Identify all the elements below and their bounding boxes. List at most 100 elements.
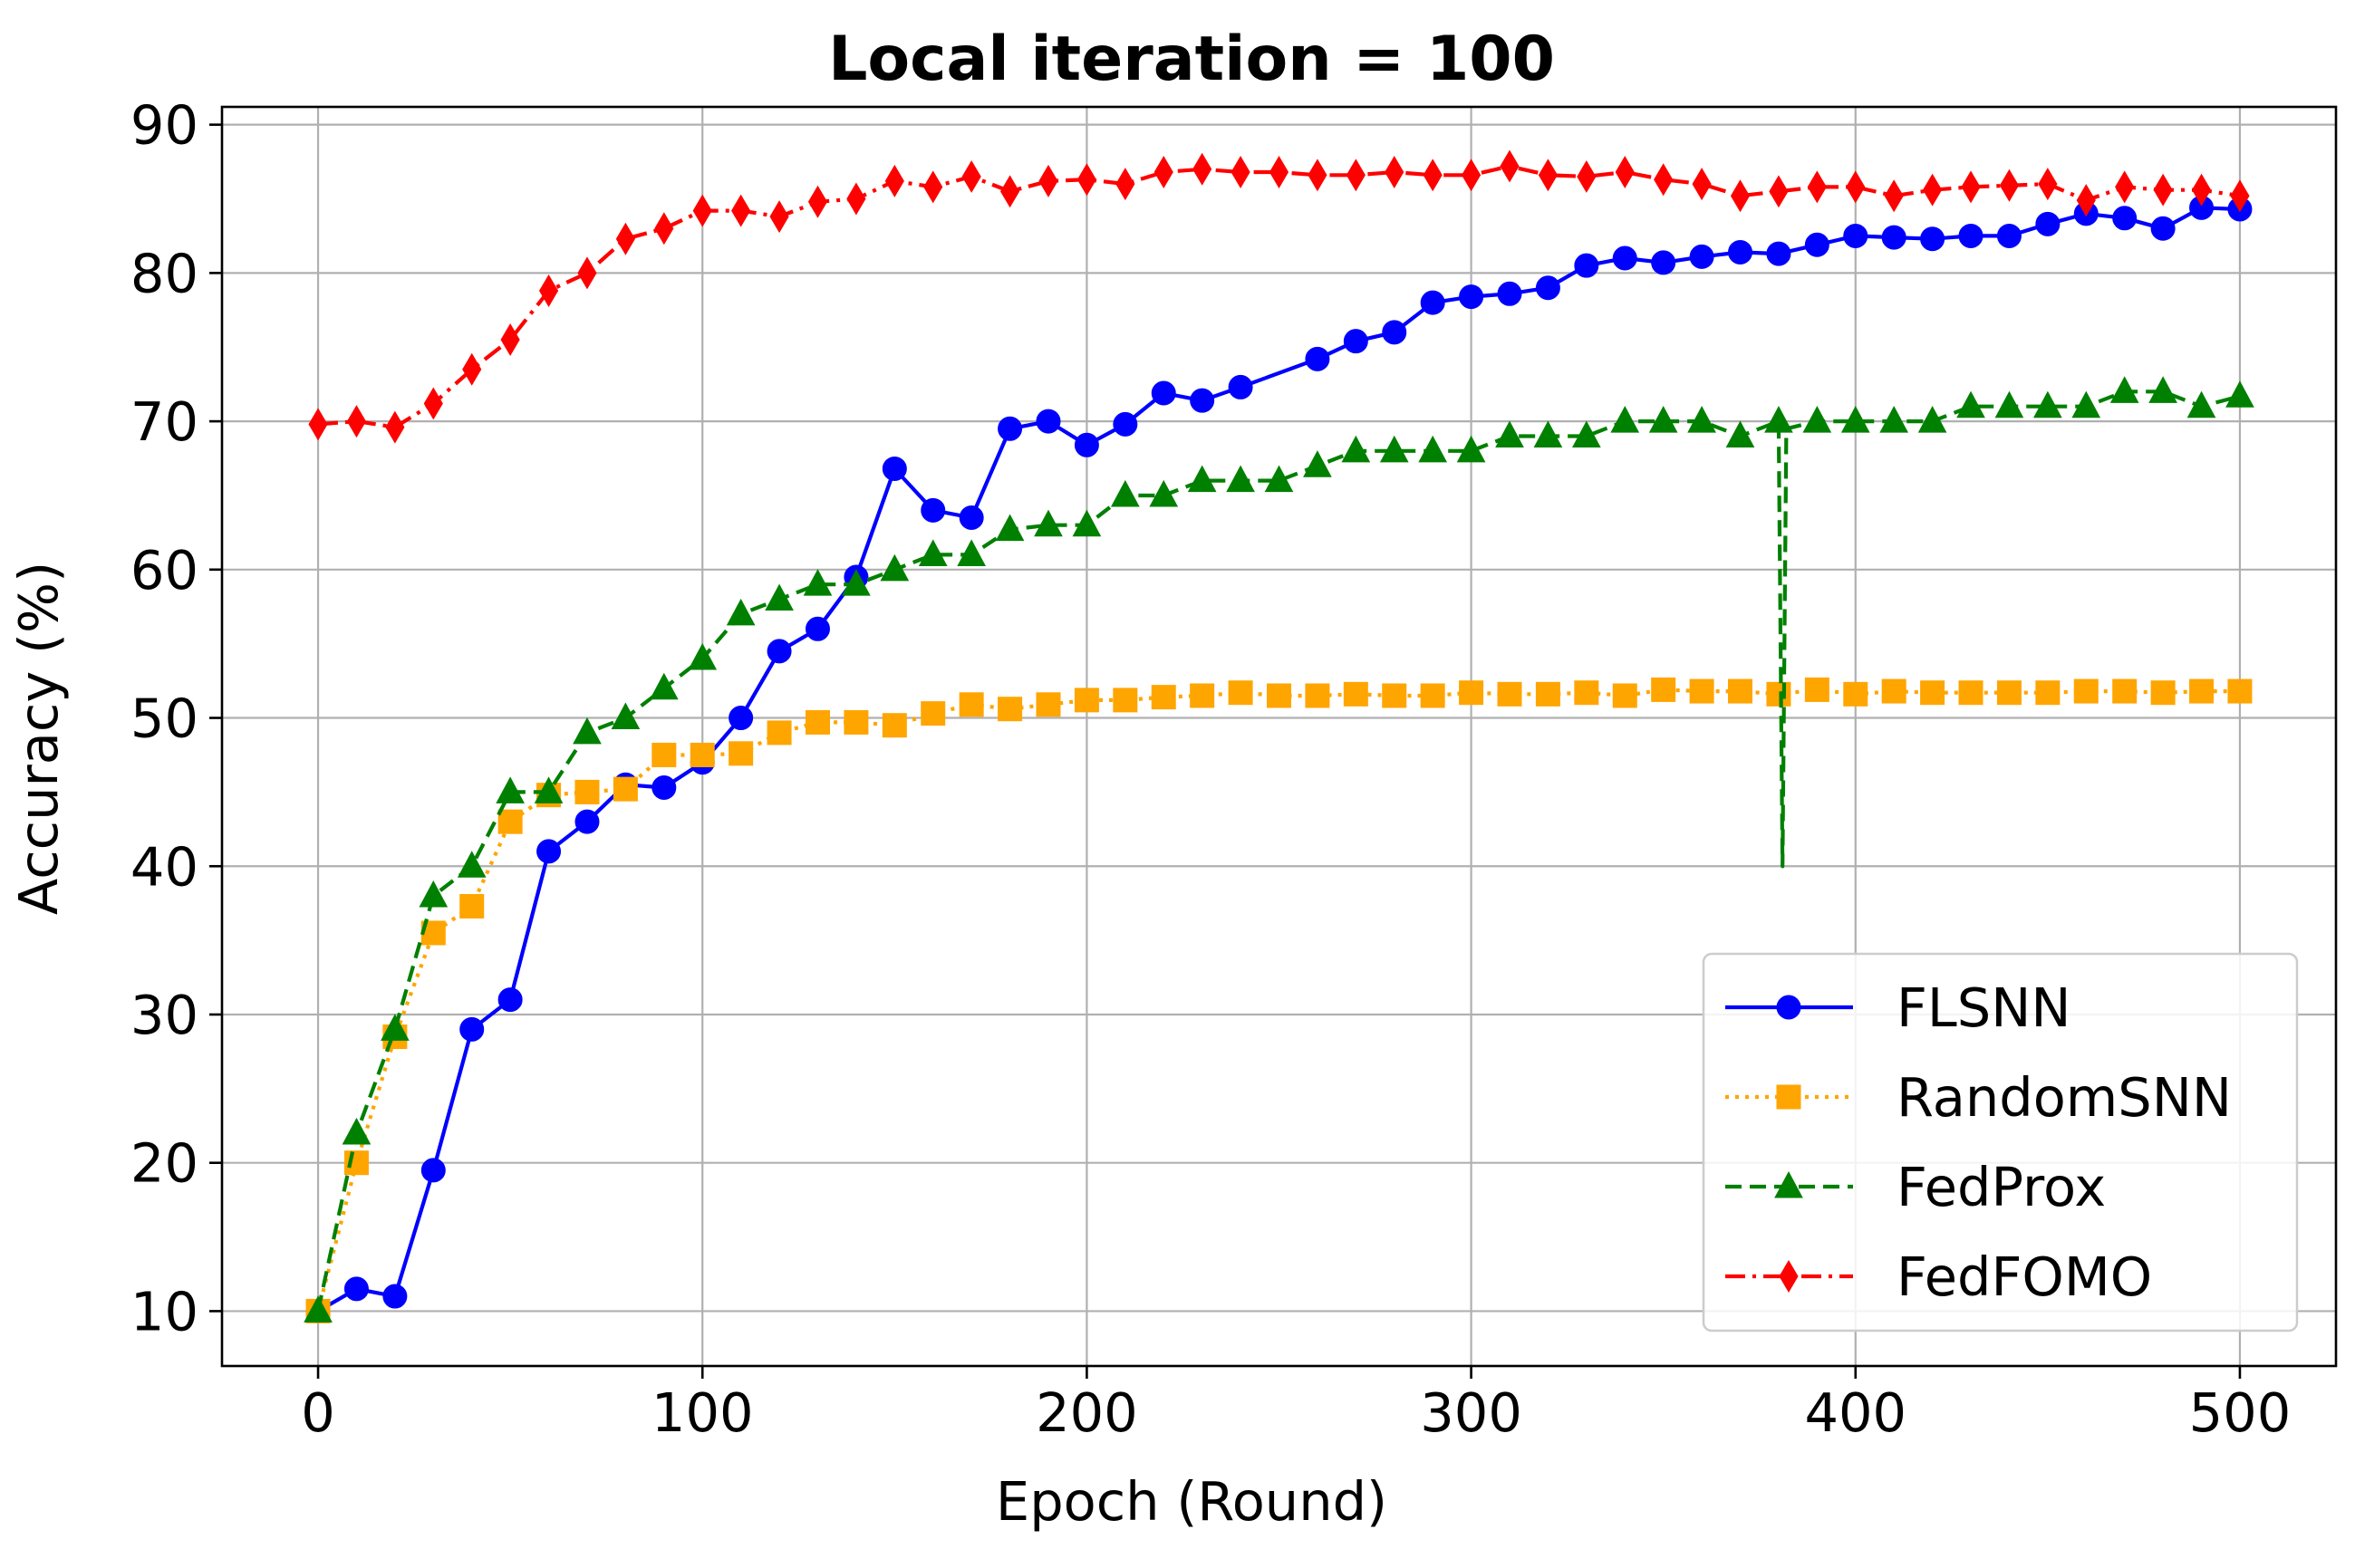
data-point-randomsnn-120 [767, 720, 792, 746]
legend-box [1702, 952, 2299, 1332]
data-point-fedfomo-220 [1153, 156, 1173, 189]
data-point-randomsnn-420 [1920, 680, 1945, 706]
x-axis-label: Epoch (Round) [996, 1470, 1387, 1533]
data-point-fedfomo-160 [923, 170, 943, 204]
data-point-fedfomo-440 [1999, 168, 2020, 202]
data-point-flsnn-320 [1535, 275, 1560, 301]
data-point-fedprox-20 [381, 1014, 410, 1041]
data-point-fedfomo-290 [1423, 159, 1443, 192]
data-point-fedfomo-320 [1538, 159, 1559, 192]
data-point-flsnn-130 [805, 616, 830, 641]
data-point-flsnn-280 [1382, 320, 1407, 345]
data-point-flsnn-30 [420, 1158, 446, 1183]
data-point-flsnn-300 [1459, 284, 1484, 310]
data-point-flsnn-160 [921, 497, 946, 523]
data-point-fedprox-150 [880, 553, 910, 582]
data-point-flsnn-170 [959, 505, 984, 531]
data-point-fedprox-450 [2033, 390, 2062, 418]
data-point-fedfomo-470 [2115, 170, 2135, 204]
data-point-randomsnn-410 [1881, 678, 1906, 704]
y-tick-label-80: 80 [130, 242, 198, 304]
data-point-fedfomo-330 [1577, 159, 1597, 193]
data-point-fedprox-280 [1379, 435, 1409, 463]
axes-layer: 0 100 200 300 400 500 10 20 30 40 50 60 70 80 90 [130, 94, 2338, 1444]
data-point-randomsnn-70 [574, 779, 600, 804]
data-point-randomsnn-110 [729, 741, 754, 766]
data-point-flsnn-360 [1689, 244, 1714, 269]
x-tick-label-500: 500 [2189, 1381, 2292, 1444]
legend-label-fedprox: FedProx [1897, 1156, 2106, 1218]
legend-item-fedprox: FedProx [1725, 1156, 2106, 1218]
data-point-fedprox-340 [1610, 406, 1640, 433]
data-point-fedprox-310 [1495, 420, 1524, 447]
legend-label-fedfomo: FedFOMO [1897, 1246, 2152, 1308]
data-point-fedfomo-340 [1615, 156, 1635, 189]
data-point-flsnn-70 [574, 809, 600, 834]
data-point-flsnn-270 [1343, 329, 1368, 354]
data-point-fedprox-290 [1418, 435, 1448, 463]
data-point-randomsnn-170 [959, 692, 984, 717]
data-point-fedprox-130 [803, 569, 833, 596]
x-tick-label-100: 100 [651, 1381, 754, 1444]
data-point-fedprox-370 [1725, 420, 1755, 447]
data-point-fedfomo-260 [1308, 159, 1327, 192]
y-tick-label-90: 90 [130, 94, 198, 157]
data-point-fedfomo-80 [615, 222, 635, 255]
data-point-fedfomo-490 [2191, 173, 2212, 207]
legend-item-flsnn: FLSNN [1725, 976, 2071, 1039]
data-point-fedfomo-180 [999, 175, 1020, 208]
data-point-flsnn-200 [1074, 432, 1099, 457]
data-point-randomsnn-250 [1267, 683, 1291, 708]
data-point-fedfomo-170 [961, 159, 981, 193]
data-point-flsnn-190 [1036, 409, 1061, 434]
series-fedprox [304, 376, 2254, 1323]
data-point-flsnn-380 [1766, 241, 1791, 266]
data-point-randomsnn-160 [921, 701, 946, 726]
data-point-randomsnn-150 [882, 713, 907, 738]
data-point-randomsnn-140 [844, 709, 869, 735]
legend-marker-fedprox [1774, 1170, 1803, 1198]
data-point-fedfomo-50 [500, 323, 520, 357]
data-point-fedprox-260 [1303, 450, 1332, 477]
data-point-fedprox-250 [1264, 465, 1294, 493]
data-point-fedfomo-420 [1923, 173, 1943, 207]
data-point-randomsnn-260 [1305, 683, 1330, 708]
data-point-fedprox-10 [342, 1117, 372, 1145]
y-tick-label-70: 70 [130, 390, 198, 453]
data-point-flsnn-20 [382, 1284, 408, 1309]
legend-marker-randomsnn [1776, 1084, 1801, 1110]
data-point-randomsnn-480 [2150, 680, 2176, 706]
data-point-fedfomo-350 [1654, 163, 1674, 197]
y-axis-label: Accuracy (%) [7, 562, 70, 915]
data-point-fedprox-240 [1226, 465, 1255, 493]
legend-label-flsnn: FLSNN [1897, 976, 2071, 1039]
series-line-fedfomo [317, 164, 2241, 429]
data-point-fedprox-270 [1341, 435, 1371, 463]
data-point-fedprox-50 [496, 776, 525, 803]
data-point-flsnn-50 [497, 987, 523, 1013]
y-tick-label-50: 50 [130, 688, 198, 750]
data-point-fedprox-110 [726, 598, 756, 626]
data-point-fedprox-390 [1802, 406, 1832, 433]
data-point-randomsnn-360 [1689, 678, 1714, 704]
x-tick-label-0: 0 [301, 1381, 335, 1444]
data-point-fedprox-170 [957, 539, 986, 566]
data-point-randomsnn-430 [1958, 680, 1983, 706]
data-point-flsnn-150 [882, 456, 907, 481]
data-point-fedfomo-270 [1346, 159, 1366, 192]
data-point-randomsnn-380 [1766, 681, 1791, 707]
data-point-flsnn-220 [1151, 380, 1176, 406]
data-point-randomsnn-210 [1113, 688, 1138, 713]
data-point-fedprox-330 [1572, 420, 1601, 447]
data-point-randomsnn-460 [2073, 678, 2099, 704]
data-point-randomsnn-80 [613, 776, 638, 802]
y-tick-label-30: 30 [130, 984, 198, 1046]
data-point-randomsnn-500 [2227, 678, 2253, 704]
data-point-randomsnn-220 [1151, 685, 1176, 710]
data-point-fedprox-480 [2148, 376, 2177, 403]
data-point-flsnn-390 [1804, 232, 1829, 257]
data-point-fedprox-200 [1072, 509, 1102, 537]
data-point-flsnn-430 [1958, 223, 1983, 248]
data-point-fedprox-210 [1110, 479, 1140, 507]
data-point-fedfomo-480 [2153, 173, 2173, 207]
